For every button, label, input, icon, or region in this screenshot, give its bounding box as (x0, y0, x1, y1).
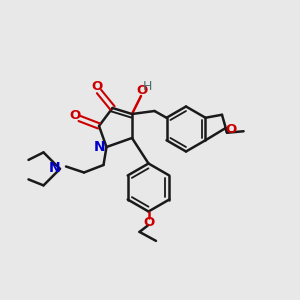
Text: N: N (49, 161, 60, 175)
Text: O: O (136, 84, 147, 97)
Text: O: O (69, 109, 80, 122)
Text: O: O (91, 80, 102, 94)
Text: O: O (143, 215, 154, 229)
Text: O: O (226, 123, 237, 136)
Text: H: H (142, 80, 152, 94)
Text: N: N (94, 140, 106, 154)
